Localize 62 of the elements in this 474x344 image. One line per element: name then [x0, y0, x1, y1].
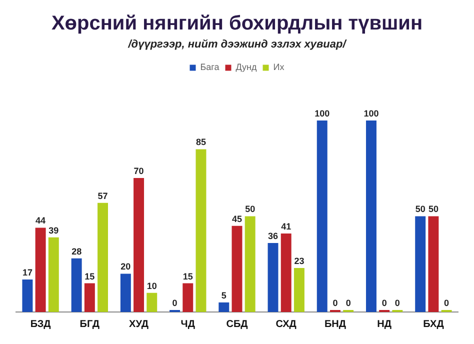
bar [84, 283, 95, 312]
data-label: 0 [332, 298, 338, 308]
data-label: 10 [146, 280, 157, 291]
bar [146, 292, 158, 312]
bar [182, 283, 194, 312]
bar [428, 216, 439, 312]
bar [268, 243, 278, 312]
x-tick-label: БНД [324, 318, 346, 330]
bar [366, 120, 376, 312]
x-tick-label: СХД [276, 318, 296, 330]
data-label: 50 [245, 204, 256, 214]
bar [244, 216, 256, 312]
x-tick-label: ЧД [180, 318, 195, 330]
data-label: 5 [221, 290, 226, 300]
data-label: 44 [36, 216, 46, 226]
bar [71, 258, 82, 312]
data-label: 23 [294, 256, 304, 266]
data-label: 0 [346, 298, 351, 308]
data-label: 57 [98, 190, 108, 201]
bar [294, 268, 304, 312]
data-label: 0 [444, 298, 450, 308]
data-label: 100 [364, 108, 379, 118]
legend-label: Дунд [236, 62, 258, 72]
bar [120, 274, 131, 312]
data-label: 41 [281, 221, 292, 232]
data-label: 28 [72, 246, 82, 256]
data-label: 39 [48, 225, 59, 236]
bar [196, 149, 206, 312]
data-label: 50 [428, 204, 438, 214]
bar [232, 226, 242, 312]
chart-title: Хөрсний нянгийн бохирдлын түвшин [51, 12, 423, 35]
bar [22, 279, 33, 312]
bar [48, 237, 59, 312]
data-label: 85 [196, 137, 206, 148]
data-label: 15 [182, 271, 193, 282]
bar [98, 202, 108, 312]
data-label: 36 [268, 231, 278, 242]
bar [218, 302, 230, 312]
x-tick-label: БЗД [30, 318, 51, 330]
x-tick-label: БХД [423, 318, 444, 330]
data-label: 100 [314, 108, 330, 118]
legend-label: Их [273, 62, 285, 72]
data-label: 15 [84, 271, 95, 282]
bar [280, 233, 292, 312]
data-label: 0 [394, 298, 400, 308]
x-tick-label: СБД [226, 318, 248, 330]
bar [35, 228, 46, 312]
bar [134, 178, 144, 312]
data-label: 70 [134, 166, 144, 176]
data-label: 20 [120, 262, 131, 272]
x-tick-label: ХУД [129, 318, 149, 330]
data-label: 45 [232, 214, 242, 224]
x-tick-label: НД [377, 318, 392, 330]
bar [415, 216, 426, 312]
x-tick-label: БГД [80, 318, 100, 330]
data-label: 50 [415, 204, 426, 214]
bar [316, 120, 328, 312]
data-label: 0 [172, 298, 178, 308]
legend-label: Бага [200, 62, 220, 72]
data-label: 0 [382, 298, 387, 308]
chart-subtitle: /дүүргээр, нийт дээжинд эзлэх хувиар/ [127, 38, 348, 51]
data-label: 17 [22, 267, 32, 278]
